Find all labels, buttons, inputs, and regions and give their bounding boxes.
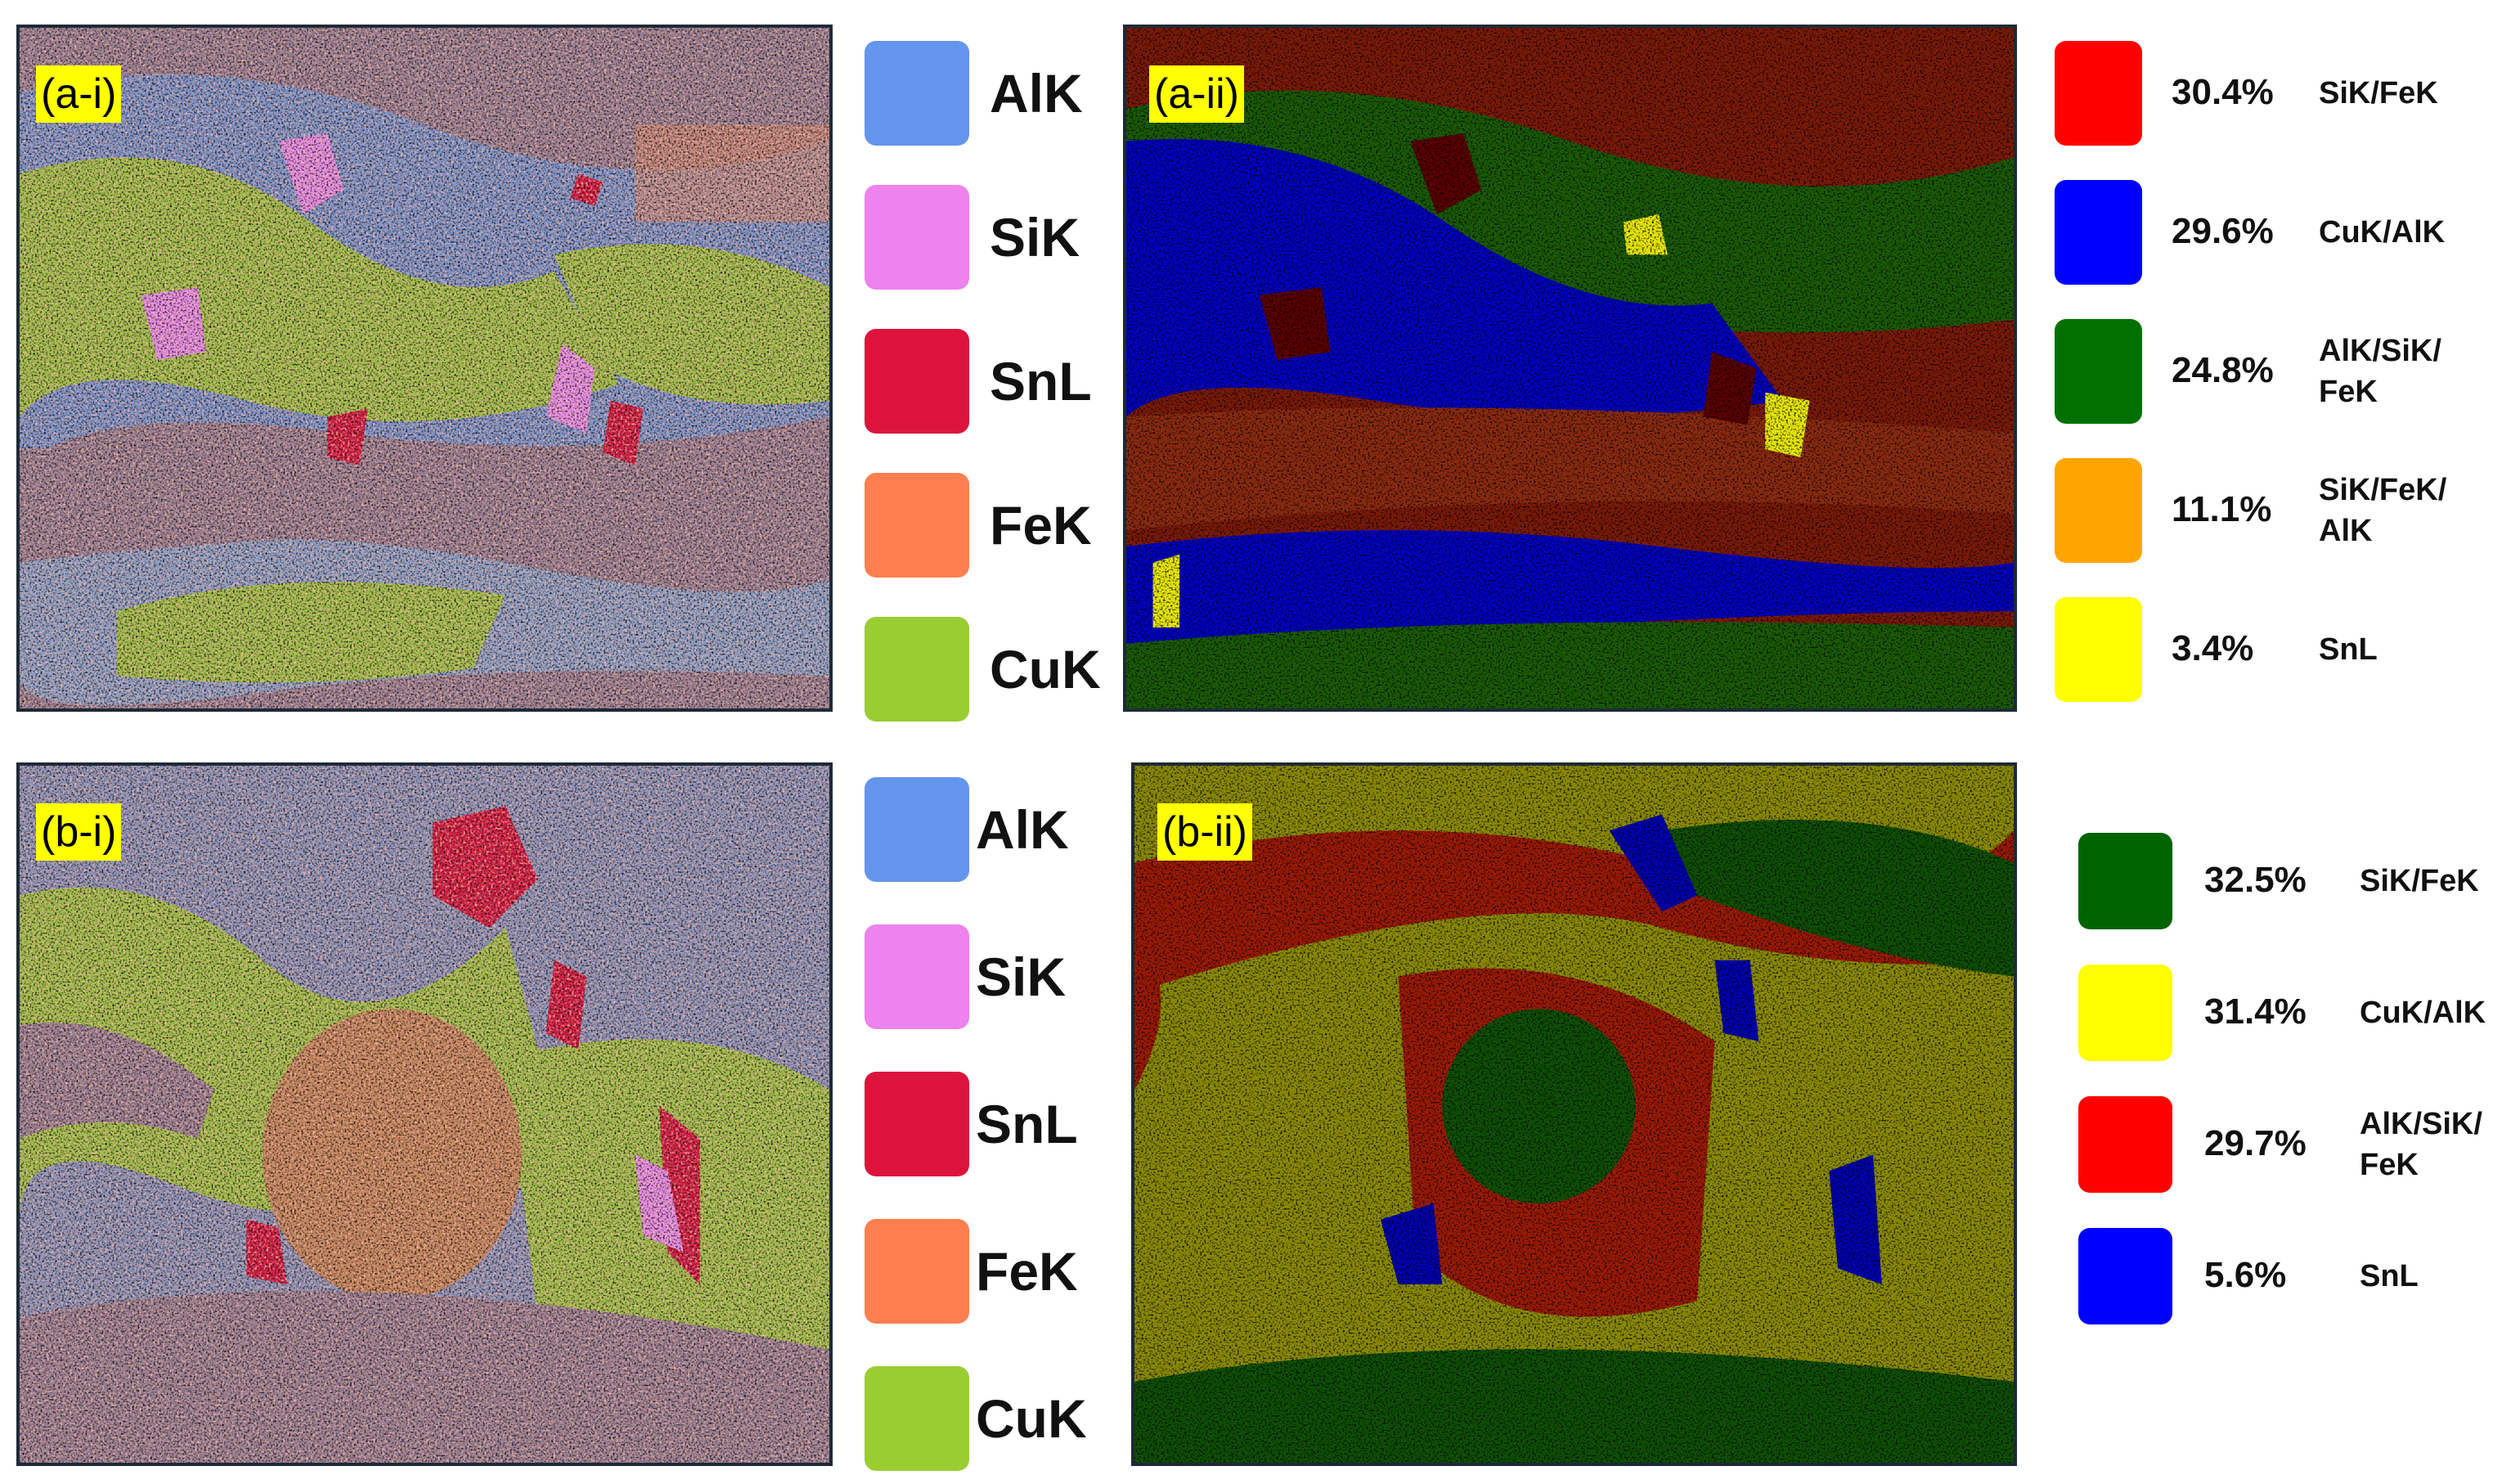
legend-percent: 31.4% — [2204, 992, 2307, 1032]
map-image — [1126, 28, 2014, 708]
legend-label: SnL — [976, 1094, 1078, 1154]
legend-swatch — [865, 1219, 969, 1324]
legend-swatch — [865, 617, 969, 722]
legend-swatch — [2078, 833, 2172, 929]
legend-swatch — [865, 185, 969, 290]
map-image — [20, 766, 829, 1463]
legend-swatch — [2055, 458, 2142, 563]
legend-percent: 3.4% — [2172, 628, 2254, 668]
legend-label: SiK/FeK/AlK — [2319, 473, 2447, 548]
legend-label: AlK — [990, 63, 1083, 124]
legend-swatch — [865, 473, 969, 578]
legend-percent: 29.7% — [2204, 1123, 2307, 1163]
panel-label: (b-i) — [36, 803, 122, 861]
legend-swatch — [865, 1072, 969, 1176]
legend-percent: 11.1% — [2172, 489, 2272, 529]
legend-swatch — [2078, 965, 2172, 1061]
legend-label: SnL — [2360, 1259, 2419, 1293]
map-image — [20, 28, 829, 708]
panel-label: (a-ii) — [1149, 65, 1244, 123]
legend-label: SiK — [990, 207, 1080, 268]
legend-label: CuK — [976, 1388, 1087, 1449]
eds-map — [16, 25, 833, 712]
map-image — [1134, 766, 2014, 1463]
legend-percent: 29.6% — [2172, 211, 2274, 251]
legend-percent: 5.6% — [2204, 1255, 2287, 1295]
legend-label: SiK/FeK — [2319, 76, 2438, 110]
legend-swatch — [865, 41, 969, 146]
legend-swatch — [2078, 1228, 2172, 1324]
legend-swatch — [2055, 597, 2142, 702]
cluster-map — [1131, 762, 2017, 1466]
legend-label: FeK — [976, 1241, 1078, 1302]
legend-label: AlK/SiK/FeK — [2360, 1107, 2482, 1182]
legend-percent: 24.8% — [2172, 350, 2274, 390]
legend-label: CuK/AlK — [2319, 215, 2446, 250]
panel-label: (b-ii) — [1157, 803, 1252, 861]
legend-label: FeK — [990, 495, 1092, 555]
panel-label: (a-i) — [36, 65, 122, 123]
legend-swatch — [865, 329, 969, 434]
legend-swatch — [865, 1366, 969, 1471]
legend-label: SiK/FeK — [2360, 864, 2479, 898]
legend-label: AlK — [976, 799, 1069, 860]
cluster-map — [1123, 25, 2017, 712]
legend-label: CuK — [990, 639, 1101, 699]
legend-swatch — [865, 777, 969, 882]
legend-label: CuK/AlK — [2360, 996, 2486, 1030]
legend-percent: 32.5% — [2204, 860, 2307, 900]
legend-percent: 30.4% — [2172, 72, 2274, 112]
eds-map — [16, 762, 833, 1466]
legend-label: AlK/SiK/FeK — [2319, 334, 2441, 409]
legend-swatch — [2078, 1096, 2172, 1193]
legend-label: SnL — [990, 351, 1092, 411]
legend-swatch — [865, 924, 969, 1029]
legend-swatch — [2055, 180, 2142, 285]
legend-swatch — [2055, 41, 2142, 146]
legend-swatch — [2055, 319, 2142, 424]
legend-label: SnL — [2319, 632, 2378, 667]
legend-label: SiK — [976, 947, 1067, 1007]
